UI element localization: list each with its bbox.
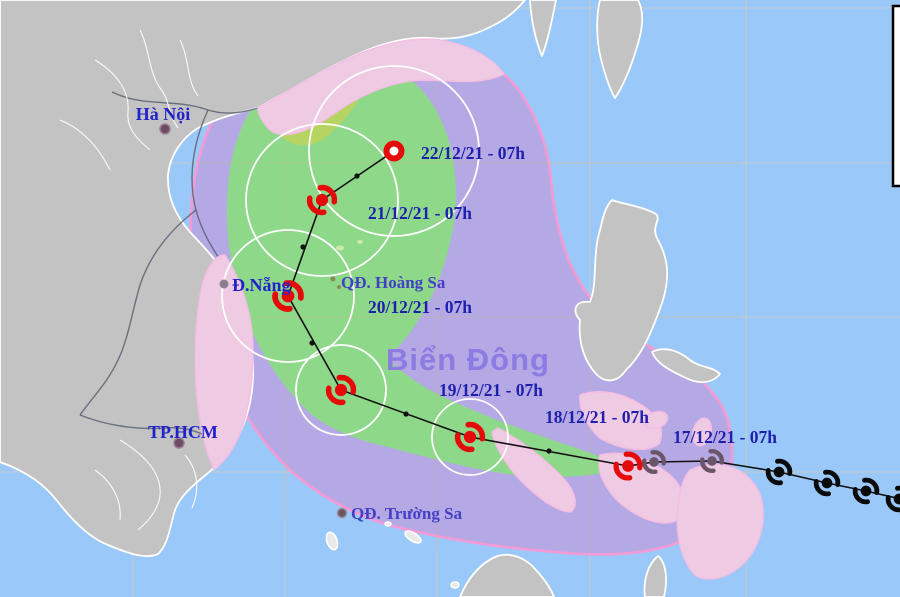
track-date-label-21: 21/12/21 - 07h [368, 203, 472, 223]
track-date-label-22: 22/12/21 - 07h [421, 143, 525, 163]
small-islands [325, 521, 460, 589]
city-label-hanoi: Hà Nội [136, 104, 191, 124]
truongsa-marker [336, 507, 348, 519]
legend-box [891, 4, 900, 188]
archipelago-label-truong-sa: QĐ. Trường Sa [351, 504, 463, 523]
hcmc-marker [173, 437, 185, 449]
track-date-label-19: 19/12/21 - 07h [439, 380, 543, 400]
track-date-label-18: 18/12/21 - 07h [545, 407, 649, 427]
borneo-coast [459, 553, 555, 597]
philippines-islands-in-cone [491, 391, 764, 580]
danang-marker [219, 279, 229, 289]
place-markers [159, 123, 363, 519]
hanoi-marker [159, 123, 171, 135]
coast-sliver [529, 0, 557, 57]
hoangsa-islet-1 [330, 276, 336, 282]
paracel-islet [336, 245, 344, 251]
forecast-area-green [226, 59, 633, 478]
island-small-southeast [643, 555, 667, 597]
paracel-islet-2 [357, 240, 363, 244]
taiwan-island [596, 0, 644, 99]
sea-label-bien-dong: Biển Đông [386, 342, 550, 377]
city-label-danang: Đ.Nẵng [232, 275, 291, 295]
luzon-island [574, 199, 669, 382]
track-intermediate-dots [300, 173, 552, 454]
city-label-hcmc: TP.HCM [148, 422, 218, 442]
hoangsa-islet-2 [337, 285, 341, 289]
track-date-label-17: 17/12/21 - 07h [673, 427, 777, 447]
archipelago-label-hoang-sa: QĐ. Hoàng Sa [341, 273, 446, 292]
track-date-label-20: 20/12/21 - 07h [368, 297, 472, 317]
luzon-southeast-islands [651, 348, 721, 383]
cone-over-land-central-coast [194, 254, 254, 471]
forecast-error-circles [221, 65, 509, 476]
depression-icon-forecast-22 [383, 140, 405, 162]
